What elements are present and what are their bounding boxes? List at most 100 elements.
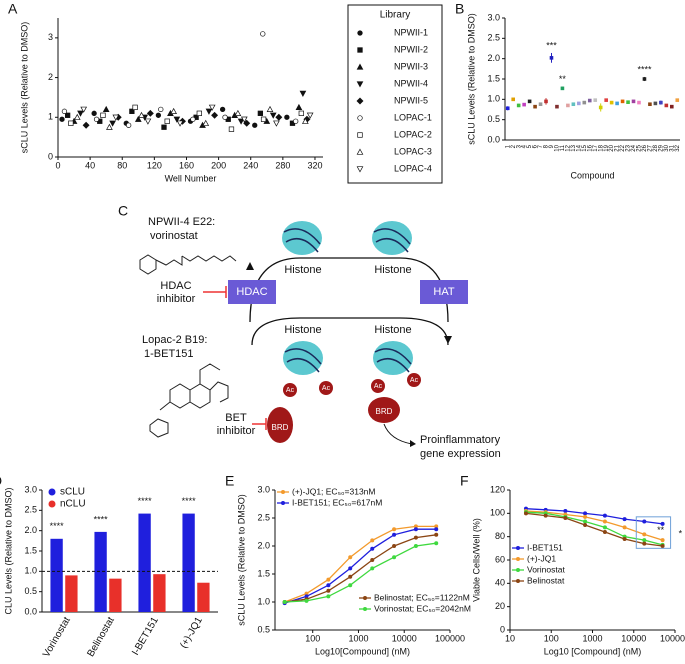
panel-label: D (0, 473, 2, 489)
bar (65, 575, 78, 612)
point (257, 110, 264, 116)
legend-marker (516, 557, 520, 561)
point (511, 97, 516, 102)
point (219, 106, 226, 112)
histone-label: Histone (284, 324, 321, 336)
y-tick-label: 20 (495, 601, 505, 611)
brd (368, 397, 400, 423)
y-tick-label: 2 (48, 72, 53, 82)
point (563, 516, 568, 520)
point (132, 104, 138, 111)
x-axis-label: Compound (570, 170, 614, 180)
point (273, 120, 280, 127)
bracket (635, 516, 672, 549)
x-tick-label: 100000 (660, 633, 685, 643)
point (129, 108, 135, 114)
point (82, 121, 90, 129)
point (144, 118, 152, 125)
point (648, 102, 652, 107)
point (100, 112, 106, 118)
annotation: **** (50, 521, 65, 531)
point (293, 118, 299, 124)
point (622, 537, 627, 541)
point (549, 56, 554, 60)
point (91, 110, 97, 116)
point (620, 99, 625, 104)
point (434, 541, 439, 546)
inhibitor-label: inhibitor (217, 425, 256, 437)
x-axis-label: Well Number (165, 173, 217, 183)
x-tick-label: 7 (538, 144, 544, 148)
x-tick-label: 5 (527, 144, 533, 148)
line (525, 512, 663, 547)
y-tick-label: 1 (48, 112, 53, 122)
x-tick-label: 6 (533, 144, 539, 148)
point (583, 514, 588, 519)
point (109, 120, 116, 127)
point (413, 535, 418, 540)
y-tick-label: 1.0 (257, 596, 270, 606)
point (543, 513, 548, 518)
y-tick-label: 3.0 (487, 12, 500, 22)
y-tick-label: 3 (48, 32, 53, 42)
point (653, 101, 658, 106)
point (593, 98, 598, 102)
legend-marker (281, 501, 285, 505)
legend-marker (48, 500, 56, 508)
nucleosome (373, 341, 413, 375)
point (615, 101, 619, 106)
inhibitor-label: BET (225, 412, 247, 424)
point (538, 102, 543, 107)
point (392, 532, 397, 537)
legend-marker (357, 47, 363, 53)
x-tick-label: 26 (642, 144, 648, 151)
point (155, 112, 162, 118)
point (583, 523, 588, 527)
legend-label: NPWII-2 (394, 44, 428, 54)
x-tick-label: 16 (587, 144, 593, 151)
legend-label: I-BET151 (527, 542, 563, 552)
point (222, 114, 228, 120)
x-tick-label: 200 (211, 160, 226, 170)
point (555, 104, 559, 109)
point (275, 113, 283, 121)
point (434, 532, 439, 537)
structure (149, 363, 229, 438)
y-axis-label: Viable Cells/Well (%) (471, 518, 481, 602)
y-tick-label: 1.5 (257, 568, 270, 578)
point (301, 117, 309, 124)
legend-marker (356, 166, 364, 173)
x-tick-label: 280 (275, 160, 290, 170)
point (211, 111, 219, 119)
annotation: **** (138, 496, 153, 506)
point (202, 119, 210, 126)
point (413, 544, 418, 548)
legend-marker (356, 63, 364, 70)
x-tick-label: Vorinostat (41, 615, 73, 659)
line (284, 542, 437, 603)
x-tick-label: 2 (511, 144, 517, 148)
line (284, 528, 437, 604)
point (93, 116, 100, 122)
legend-label: NPWII-4 (394, 78, 428, 88)
x-tick-label: 15 (582, 144, 588, 151)
point (173, 116, 181, 123)
y-tick-label: 80 (495, 531, 505, 541)
point (102, 105, 110, 112)
y-axis-label: sCLU Levels (Relative to DMSO) (466, 13, 476, 145)
legend-label: sCLU (60, 487, 85, 498)
point (326, 583, 331, 588)
legend-marker (356, 81, 364, 88)
point (626, 100, 630, 104)
x-tick-label: 24 (631, 144, 637, 151)
x-tick-label: 3 (516, 144, 522, 148)
legend-marker (516, 568, 520, 572)
point (77, 110, 84, 117)
point (583, 511, 588, 516)
legend-marker (516, 579, 520, 583)
point (571, 102, 576, 107)
point (348, 555, 353, 560)
y-tick-label: 0.5 (257, 624, 270, 634)
legend-label: nCLU (60, 499, 86, 510)
outcome-label: gene expression (420, 448, 501, 460)
